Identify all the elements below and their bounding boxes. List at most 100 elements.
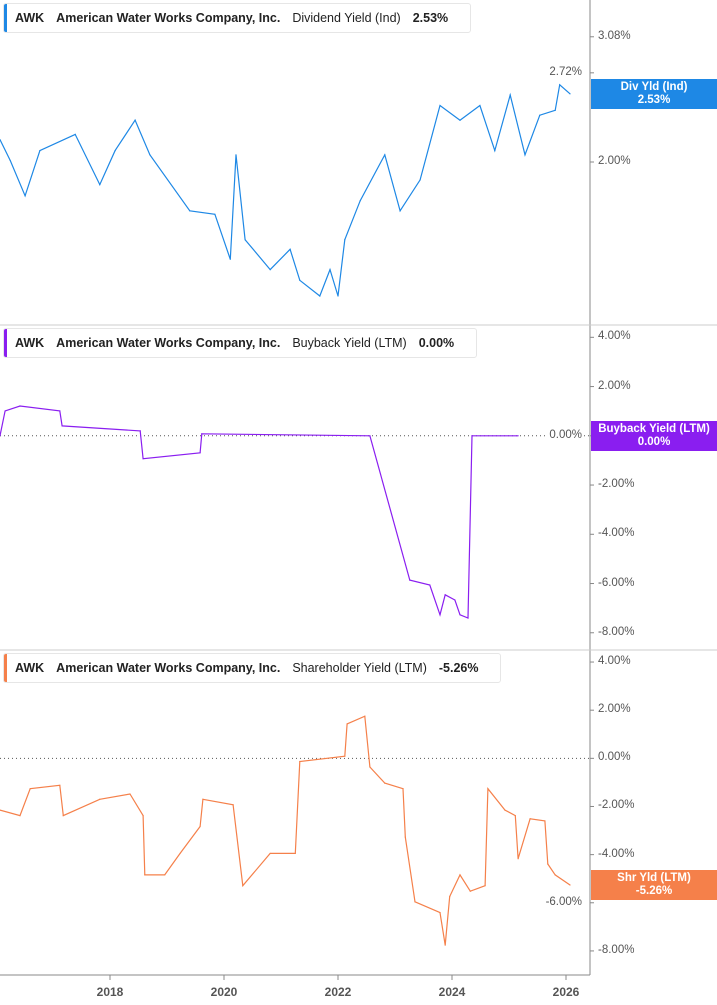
data-point bbox=[569, 884, 571, 886]
data-point bbox=[269, 852, 271, 855]
y-tick-label: 2.00% bbox=[598, 155, 631, 167]
data-point bbox=[201, 433, 203, 435]
data-point bbox=[471, 435, 473, 437]
data-point bbox=[469, 890, 471, 892]
data-point bbox=[439, 614, 441, 616]
y-tick-label: -2.00% bbox=[598, 799, 635, 812]
tag-label: Div Yld (Ind) bbox=[620, 80, 688, 93]
data-point bbox=[414, 901, 416, 903]
data-point bbox=[494, 150, 496, 152]
data-point bbox=[449, 895, 451, 898]
data-point bbox=[289, 248, 291, 250]
data-point bbox=[244, 239, 246, 241]
data-point bbox=[114, 150, 116, 152]
x-tick-label: 2026 bbox=[552, 985, 580, 999]
data-point bbox=[539, 114, 541, 116]
y-tick-label: 3.08% bbox=[598, 29, 631, 42]
data-point bbox=[384, 154, 386, 156]
data-point bbox=[459, 874, 461, 876]
data-point bbox=[504, 809, 506, 811]
x-tick-label: 2020 bbox=[210, 985, 238, 999]
data-point bbox=[142, 458, 144, 460]
data-point bbox=[454, 599, 456, 601]
x-tick-label: 2018 bbox=[96, 985, 124, 999]
last-value-tag: Buyback Yield (LTM) 0.00% bbox=[591, 420, 717, 451]
legend-ticker: AWK bbox=[15, 11, 45, 25]
data-point bbox=[559, 84, 561, 86]
data-point bbox=[344, 239, 346, 241]
data-point bbox=[547, 863, 549, 865]
data-point bbox=[399, 210, 401, 212]
legend-company: American Water Works Company, Inc. bbox=[56, 336, 281, 350]
data-point bbox=[459, 614, 461, 616]
data-point bbox=[99, 184, 101, 186]
data-point bbox=[429, 584, 431, 586]
data-point bbox=[467, 617, 469, 619]
data-point bbox=[189, 210, 191, 212]
data-point bbox=[439, 104, 441, 107]
y-tick-label: 0.00% bbox=[598, 751, 631, 764]
data-point bbox=[294, 852, 296, 855]
data-point bbox=[524, 154, 526, 156]
data-point bbox=[19, 815, 21, 817]
legend-color-swatch bbox=[4, 654, 7, 682]
series-line bbox=[0, 83, 571, 297]
legend-value: -5.26% bbox=[438, 661, 479, 675]
last-value-tag: Shr Yld (LTM) -5.26% bbox=[591, 869, 717, 900]
data-point bbox=[369, 435, 371, 437]
data-point bbox=[509, 94, 511, 96]
y-tick-label: -4.00% bbox=[598, 847, 635, 860]
data-point bbox=[514, 815, 516, 817]
data-point bbox=[554, 109, 556, 111]
data-point bbox=[4, 410, 6, 412]
data-point bbox=[404, 836, 406, 838]
last-value-tag: Div Yld (Ind) 2.53% bbox=[591, 78, 717, 109]
y-tick-label: -6.00% bbox=[598, 576, 635, 589]
data-point bbox=[439, 912, 441, 914]
data-point bbox=[59, 784, 61, 786]
data-point bbox=[202, 798, 204, 800]
data-point bbox=[346, 723, 348, 725]
legend-metric: Buyback Yield (LTM) bbox=[292, 336, 407, 350]
data-point bbox=[529, 818, 531, 820]
data-point bbox=[74, 133, 76, 135]
data-point bbox=[149, 154, 151, 156]
data-point bbox=[164, 874, 166, 876]
data-point bbox=[61, 425, 63, 427]
y-tick-label: 4.00% bbox=[598, 330, 631, 343]
data-point bbox=[409, 579, 411, 581]
data-point bbox=[544, 820, 546, 822]
data-point bbox=[484, 885, 486, 887]
data-point bbox=[99, 798, 101, 800]
data-point bbox=[384, 782, 386, 784]
data-point bbox=[479, 104, 481, 107]
data-point bbox=[24, 195, 26, 197]
legend-company: American Water Works Company, Inc. bbox=[56, 11, 281, 25]
data-point bbox=[364, 715, 366, 717]
data-point bbox=[337, 295, 339, 297]
data-point bbox=[134, 119, 136, 121]
data-point bbox=[129, 793, 131, 795]
tag-label: Buyback Yield (LTM) bbox=[598, 422, 710, 435]
data-point bbox=[235, 154, 237, 156]
data-point bbox=[39, 150, 41, 152]
data-point bbox=[229, 258, 231, 260]
data-point bbox=[62, 815, 64, 817]
data-point bbox=[517, 858, 519, 860]
data-point bbox=[344, 755, 346, 757]
data-point bbox=[419, 179, 421, 181]
y-tick-label: -4.00% bbox=[598, 527, 635, 540]
data-point bbox=[444, 594, 446, 596]
data-point bbox=[299, 279, 301, 281]
data-point bbox=[299, 760, 301, 763]
legend-color-swatch bbox=[4, 329, 7, 357]
legend-company: American Water Works Company, Inc. bbox=[56, 661, 281, 675]
y-tick-label: -2.00% bbox=[598, 478, 635, 491]
data-point bbox=[29, 788, 31, 790]
y-tick-label: 4.00% bbox=[598, 655, 631, 668]
data-point bbox=[487, 788, 489, 790]
x-tick-label: 2024 bbox=[438, 985, 466, 999]
legend-metric: Shareholder Yield (LTM) bbox=[292, 661, 427, 675]
data-point bbox=[242, 885, 244, 887]
